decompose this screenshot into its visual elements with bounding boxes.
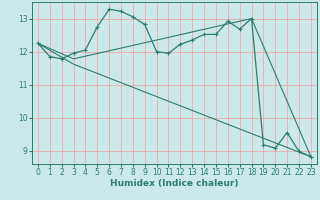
X-axis label: Humidex (Indice chaleur): Humidex (Indice chaleur) xyxy=(110,179,239,188)
